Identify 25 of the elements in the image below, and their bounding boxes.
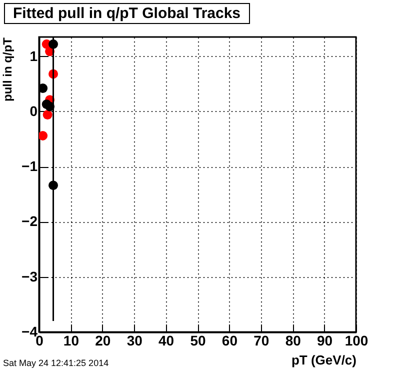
y-axis-title: pull in q/pT (0, 36, 14, 102)
x-tick-label: 70 (254, 332, 270, 348)
y-tick-label: 0 (30, 102, 38, 119)
x-tick-label: 40 (158, 332, 174, 348)
x-tick-label: 100 (344, 332, 368, 348)
x-tick-label: 90 (317, 332, 333, 348)
x-tick-label: 80 (285, 332, 302, 348)
y-tick-label: −1 (22, 158, 38, 174)
y-tick-label: −3 (22, 268, 38, 284)
y-tick-label: −2 (22, 213, 38, 230)
x-tick-label: 50 (190, 332, 206, 348)
x-tick-label: 60 (222, 332, 238, 348)
point (48, 180, 58, 190)
x-tick-label: 10 (63, 332, 80, 348)
chart-title: Fitted pull in q/pT Global Tracks (4, 3, 250, 24)
point (39, 84, 48, 94)
point (48, 39, 58, 49)
point (45, 102, 55, 112)
point (39, 130, 48, 140)
point (42, 110, 52, 120)
y-tick-label: 1 (30, 48, 38, 64)
x-tick-label: 20 (95, 332, 111, 348)
x-axis-title: pT (GeV/c) (291, 352, 356, 368)
x-tick-label: 30 (126, 332, 143, 348)
text: Sat May 24 12:41:25 2014 (3, 358, 109, 368)
